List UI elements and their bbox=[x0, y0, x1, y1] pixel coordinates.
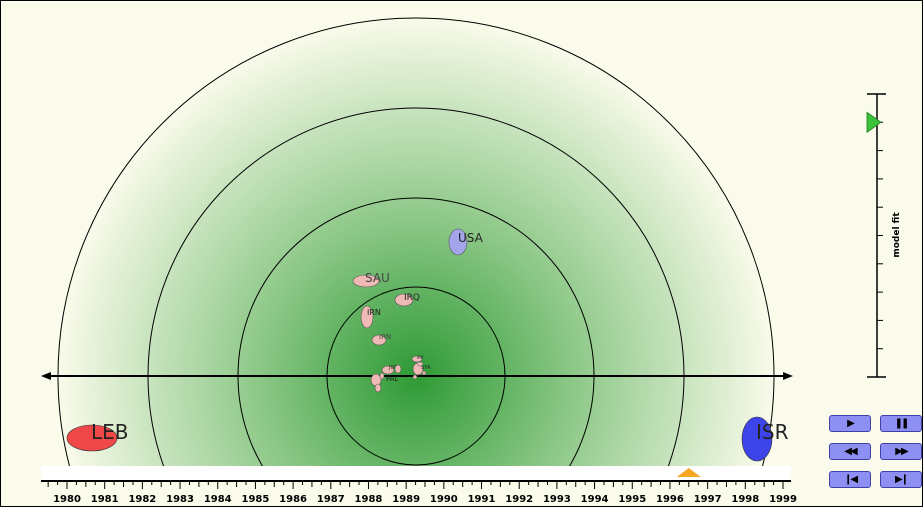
rewind-button[interactable]: ◀◀ bbox=[829, 443, 871, 460]
timeline-year-label: 1996 bbox=[656, 494, 684, 505]
actor-usa-label: USA bbox=[458, 231, 484, 245]
play-button[interactable]: ▶ bbox=[829, 415, 871, 432]
pole-leb-label: LEB bbox=[91, 420, 129, 444]
timeline-year-label: 1991 bbox=[468, 494, 496, 505]
actor-usa[interactable]: USA bbox=[448, 228, 484, 256]
actor-irn-2[interactable]: IRN bbox=[371, 333, 391, 346]
timeline-year-label: 1985 bbox=[241, 494, 269, 505]
actor-pal[interactable]: PAL bbox=[370, 373, 399, 393]
actor-irn-2-label: IRN bbox=[379, 333, 391, 341]
timeline-year-label: 1992 bbox=[505, 494, 533, 505]
fast-forward-button[interactable]: ▶▶ bbox=[880, 443, 922, 460]
actor-jor-label: JOR bbox=[388, 365, 398, 371]
timeline-year-label: 1997 bbox=[694, 494, 722, 505]
actor-sau-label: SAU bbox=[365, 271, 390, 285]
actor-cluster-small bbox=[379, 361, 427, 380]
timeline[interactable]: 1980 1981 1982 1983 1984 1985 1986 1987 1988 1989… bbox=[41, 466, 797, 505]
timeline-year-label: 1986 bbox=[279, 494, 307, 505]
pole-isr-marker[interactable] bbox=[741, 416, 773, 462]
timeline-year-label: 1998 bbox=[731, 494, 759, 505]
actor-irv-label: IRV bbox=[417, 355, 424, 360]
timeline-year-label: 1984 bbox=[204, 494, 232, 505]
actor-irq-label: IRQ bbox=[404, 293, 420, 303]
model-fit-scale: model fit bbox=[866, 93, 902, 378]
axis-arrow-left bbox=[41, 372, 51, 380]
actor-irn[interactable]: IRN bbox=[360, 305, 381, 329]
influence-field bbox=[57, 17, 775, 466]
timeline-year-label: 1982 bbox=[128, 494, 156, 505]
model-fit-label: model fit bbox=[892, 212, 902, 258]
timeline-year-label: 1983 bbox=[166, 494, 194, 505]
pole-leb-marker[interactable] bbox=[66, 424, 118, 452]
timeline-year-label: 1989 bbox=[392, 494, 420, 505]
axis-arrow-right bbox=[783, 372, 793, 380]
pole-isr-label: ISR bbox=[756, 420, 789, 444]
actor-irv[interactable]: IRV bbox=[411, 355, 424, 363]
pause-button[interactable]: ❚❚ bbox=[880, 415, 922, 432]
timeline-year-label: 1993 bbox=[543, 494, 571, 505]
timeline-year-label: 1999 bbox=[769, 494, 797, 505]
timeline-track[interactable] bbox=[41, 466, 791, 481]
timeline-year-label: 1987 bbox=[317, 494, 345, 505]
actor-syr-label: SYR bbox=[421, 365, 431, 371]
timeline-year-label: 1980 bbox=[53, 494, 81, 505]
model-fit-marker[interactable] bbox=[866, 111, 882, 134]
timeline-current-marker[interactable] bbox=[676, 468, 701, 477]
skip-to-start-button[interactable]: ❙◀ bbox=[829, 471, 871, 488]
timeline-year-label: 1995 bbox=[618, 494, 646, 505]
timeline-year-label: 1988 bbox=[355, 494, 383, 505]
actor-irn-label: IRN bbox=[367, 308, 381, 317]
actor-pal-label: PAL bbox=[386, 375, 399, 383]
timeline-year-label: 1994 bbox=[581, 494, 609, 505]
actor-jor[interactable]: JOR bbox=[381, 365, 398, 375]
timeline-year-label: 1990 bbox=[430, 494, 458, 505]
actor-sau[interactable]: SAU bbox=[352, 271, 390, 288]
skip-to-end-button[interactable]: ▶❙ bbox=[880, 471, 922, 488]
actor-irq[interactable]: IRQ bbox=[394, 293, 420, 307]
timeline-year-label: 1981 bbox=[91, 494, 119, 505]
